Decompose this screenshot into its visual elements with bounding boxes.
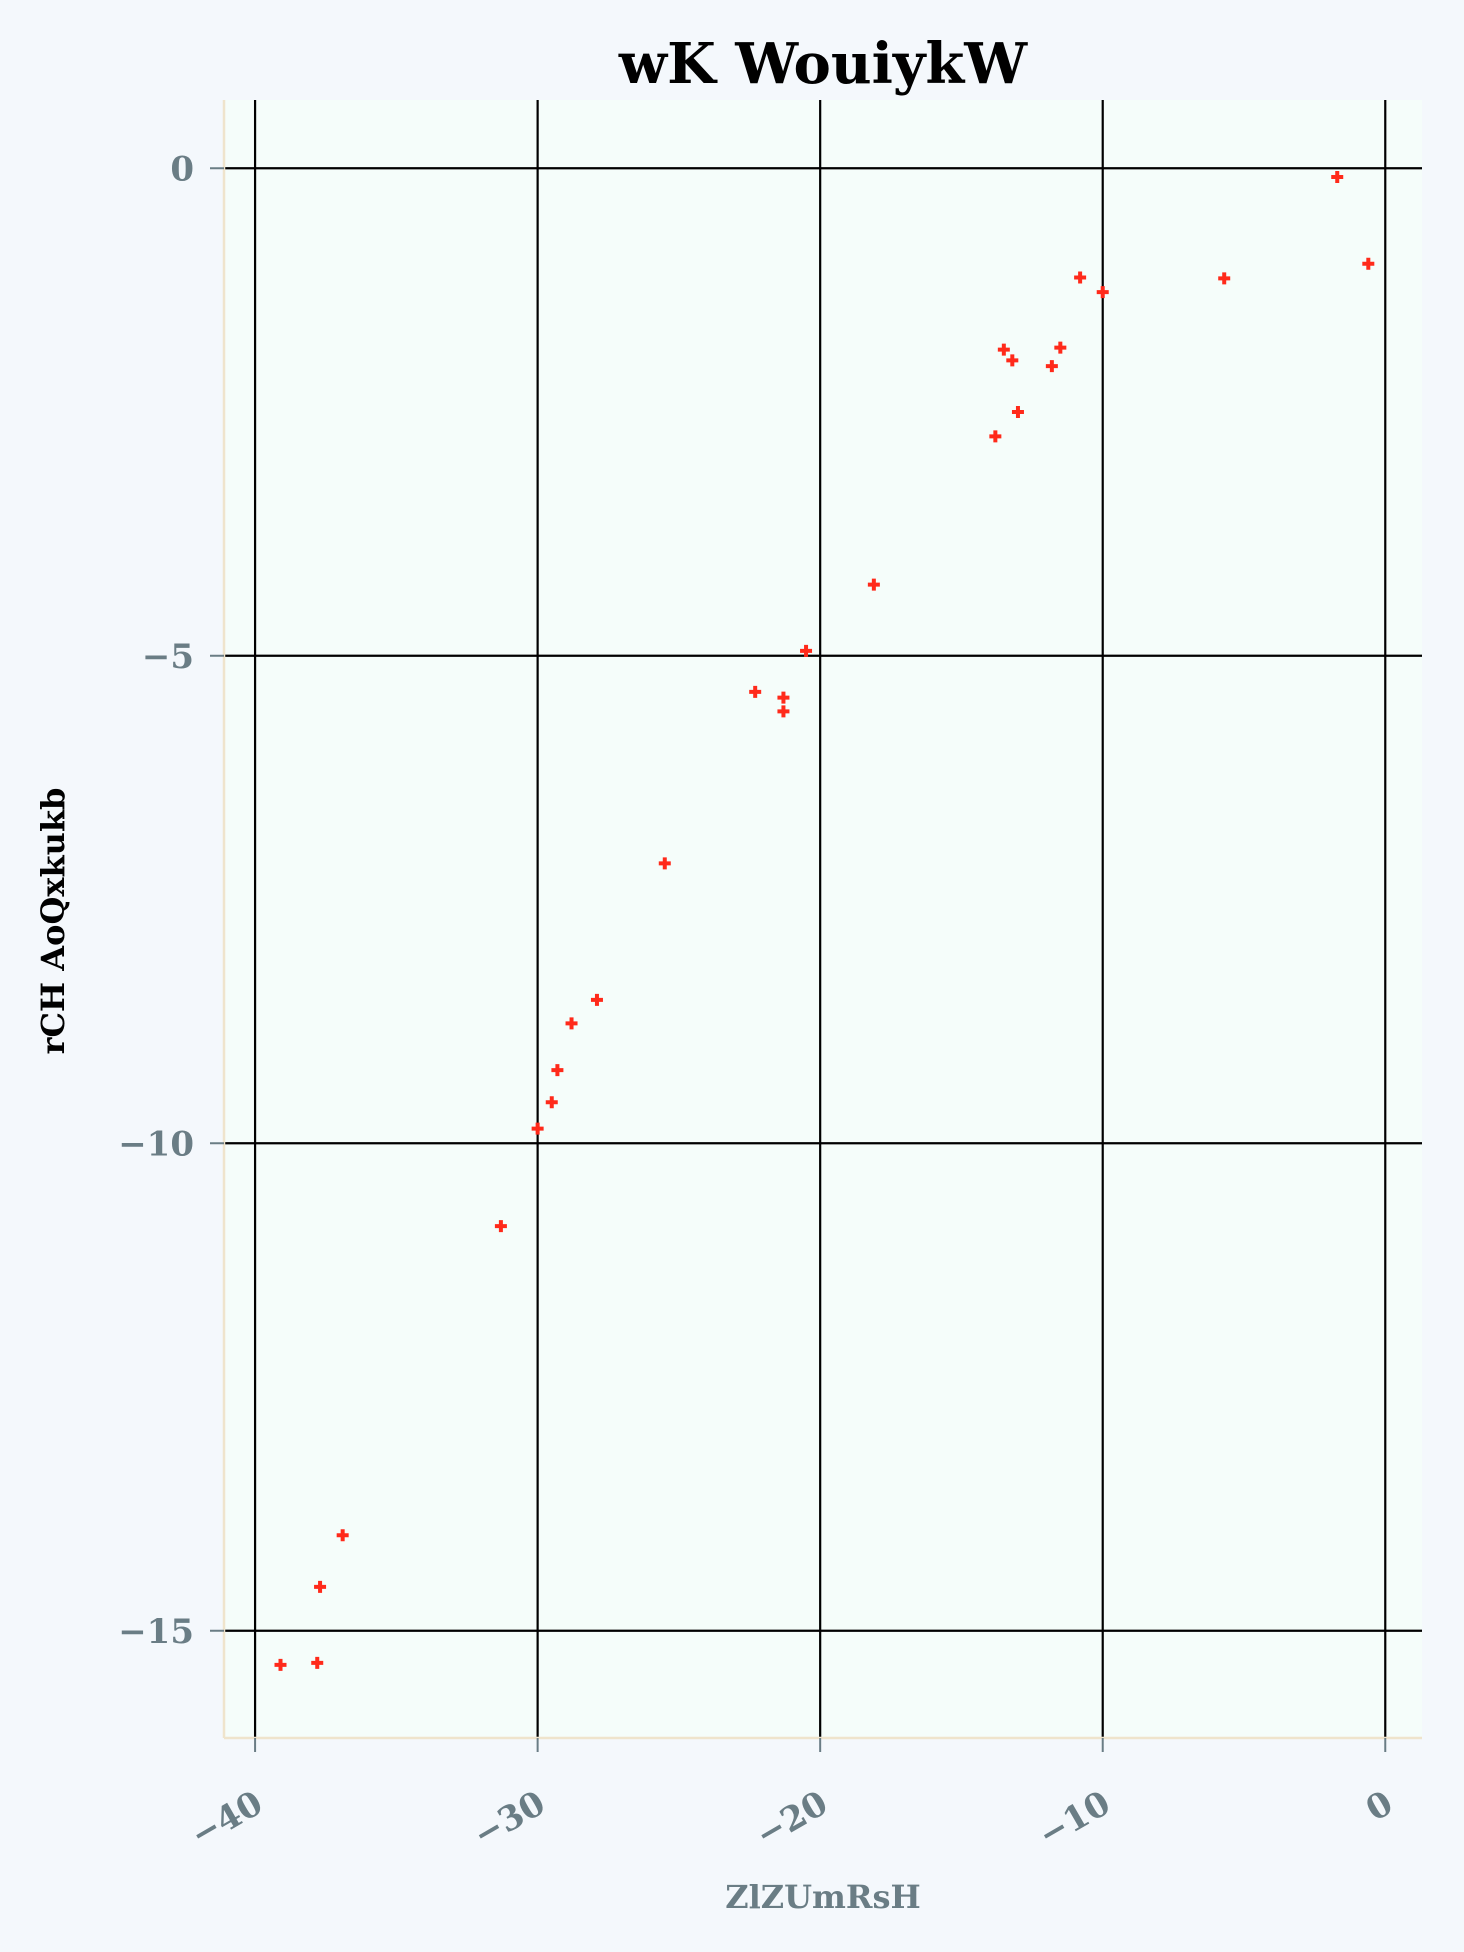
- data-point: [274, 1658, 287, 1671]
- data-point: [800, 644, 813, 657]
- data-point: [1218, 272, 1231, 285]
- data-point: [590, 993, 603, 1006]
- data-point: [314, 1580, 327, 1593]
- data-point: [565, 1017, 578, 1030]
- y-tick-label: −5: [142, 637, 194, 677]
- data-point: [777, 705, 790, 718]
- data-point: [1006, 354, 1019, 367]
- data-point: [1331, 171, 1344, 184]
- data-point: [777, 691, 790, 704]
- data-point: [336, 1529, 349, 1542]
- data-point: [1096, 286, 1109, 299]
- data-point: [749, 685, 762, 698]
- y-tick-label: −10: [118, 1124, 194, 1164]
- data-point: [1054, 341, 1067, 354]
- x-tick-label: −30: [466, 1783, 552, 1856]
- data-point: [1045, 360, 1058, 373]
- gridlines: [224, 100, 1422, 1738]
- chart-title: wK WouiykW: [618, 31, 1028, 97]
- plot-area: [224, 100, 1422, 1738]
- data-point: [311, 1656, 324, 1669]
- y-tick-label: 0: [170, 149, 194, 189]
- x-axis-label: ZlZUmRsH: [725, 1878, 920, 1916]
- data-point: [997, 343, 1010, 356]
- data-point: [989, 430, 1002, 443]
- data-point: [1011, 406, 1024, 418]
- data-point: [1074, 271, 1087, 284]
- data-point: [1362, 257, 1375, 270]
- data-point: [658, 857, 671, 870]
- data-points: [274, 171, 1375, 1671]
- data-point: [545, 1096, 558, 1109]
- x-tick-label: −20: [749, 1783, 835, 1856]
- x-tick-label: −10: [1032, 1783, 1118, 1856]
- data-point: [867, 578, 880, 591]
- x-tick-label: 0: [1359, 1783, 1400, 1829]
- data-point: [531, 1122, 544, 1135]
- y-tick-label: −15: [118, 1612, 194, 1652]
- x-tick-label: −40: [184, 1783, 270, 1856]
- axis-spines: [222, 100, 1422, 1740]
- data-point: [551, 1064, 564, 1077]
- data-point: [494, 1220, 507, 1233]
- y-axis-label: rCH AoQxkukb: [34, 788, 72, 1055]
